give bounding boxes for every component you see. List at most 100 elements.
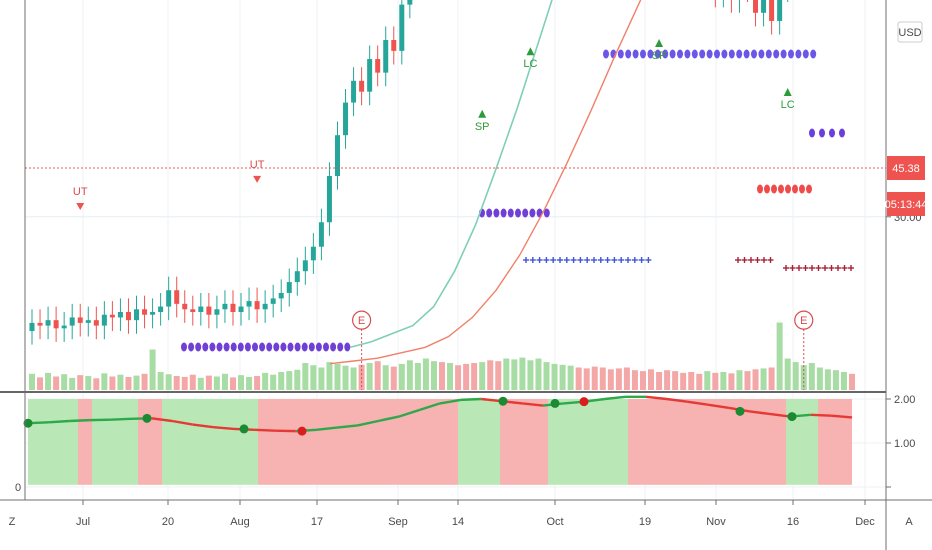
signal-dot [721,49,728,59]
volume-bar [93,378,100,390]
indicator-line [687,400,708,406]
signal-dot [662,49,669,59]
candle-body [383,40,389,73]
volume-bar [720,372,727,390]
indicator-line [151,417,173,423]
time-tick-label: 20 [162,516,174,528]
candle-body [769,0,775,21]
volume-bar [406,360,413,390]
candle-body [134,309,140,321]
volume-bar [326,362,333,390]
auto-scale-button[interactable]: A [905,516,913,528]
volume-bar [77,375,84,390]
signal-dot [714,49,720,59]
volume-bars [29,322,855,390]
candle-body [351,80,357,103]
signal-dot [273,342,280,352]
volume-bar [519,357,526,390]
time-axis[interactable]: Jul 20 Aug 17 Sep 14 Oct 19 Nov 16 Dec [76,500,875,528]
candle-body [294,271,300,283]
signal-label: SP [652,50,667,62]
volume-bar [101,373,108,390]
signal-dot [344,342,351,352]
time-tick-label: Nov [706,516,726,528]
signal-dot [684,49,691,59]
volume-bar [471,363,478,390]
volume-bar [422,358,429,390]
signal-dot [323,342,329,352]
candle-body [190,309,196,312]
candle-body [391,40,397,51]
candle-body [375,59,381,73]
signal-dot [806,184,812,194]
volume-bar [374,361,381,390]
candle-body [326,176,332,223]
signal-dot [764,184,770,194]
volume-bar [205,375,212,390]
candle-body [77,317,83,323]
trend-zone [818,399,852,485]
signal-dot [792,184,798,194]
volume-bar [141,373,148,390]
indicator-line [419,402,441,412]
candle-body [93,320,99,326]
signal-dot [677,49,683,59]
indicator-line [48,419,70,424]
crossover-dot [735,406,745,416]
currency-badge[interactable] [897,21,923,43]
time-tick-label: Sep [388,516,408,528]
signal-label: UT [250,159,265,171]
candle-body [262,303,268,310]
volume-bar [744,371,751,390]
indicator-line [69,418,90,423]
volume-bar [213,376,220,390]
indicator-line [171,419,194,426]
volume-bar [439,362,445,390]
candle-body [761,0,767,13]
volume-bar [181,376,188,390]
last-price-tag [887,156,925,180]
candle-body [45,320,51,326]
signal-dot [244,342,251,352]
indicator-line [213,425,235,431]
volume-bar [712,372,719,390]
indicator-line [831,414,853,419]
volume-bar [229,377,236,390]
indicator-axis: 2.00 1.00 0 [15,394,915,494]
volume-bar [808,363,815,390]
signal-dot [507,208,514,218]
volume-bar [559,364,566,390]
indicator-tick-label: 0 [15,482,21,494]
signal-dot [529,208,536,218]
candle-body [166,290,172,307]
crossover-dot [23,418,33,428]
indicator-line [377,415,400,423]
candle-body [230,303,236,312]
signal-dot [216,342,223,352]
volume-bar [455,365,462,390]
zoom-button[interactable]: Z [9,516,16,528]
signal-dot [785,184,791,194]
volume-bar [752,369,759,390]
signal-dot [728,49,735,59]
signal-dot [839,128,845,138]
signal-dot [266,342,273,352]
trend-zone [162,399,258,485]
indicator-line [769,412,791,418]
volume-bar [551,363,558,390]
volume-bar [29,373,35,390]
indicator-line [481,397,502,403]
signal-markers: UTUTUTUTUTUTUTUTUTUTUTSPSPLCLCLCLCLCEE [73,39,814,390]
volume-bar [535,358,542,390]
signal-dot [654,49,661,59]
signal-dot [632,49,639,59]
indicator-pane [23,395,853,485]
signal-dot [259,342,266,352]
volume-bar [824,369,831,390]
volume-bar [286,371,293,390]
signal-dot [795,49,802,59]
volume-bar [254,376,261,390]
volume-bar [840,372,847,390]
volume-bar [221,373,228,390]
